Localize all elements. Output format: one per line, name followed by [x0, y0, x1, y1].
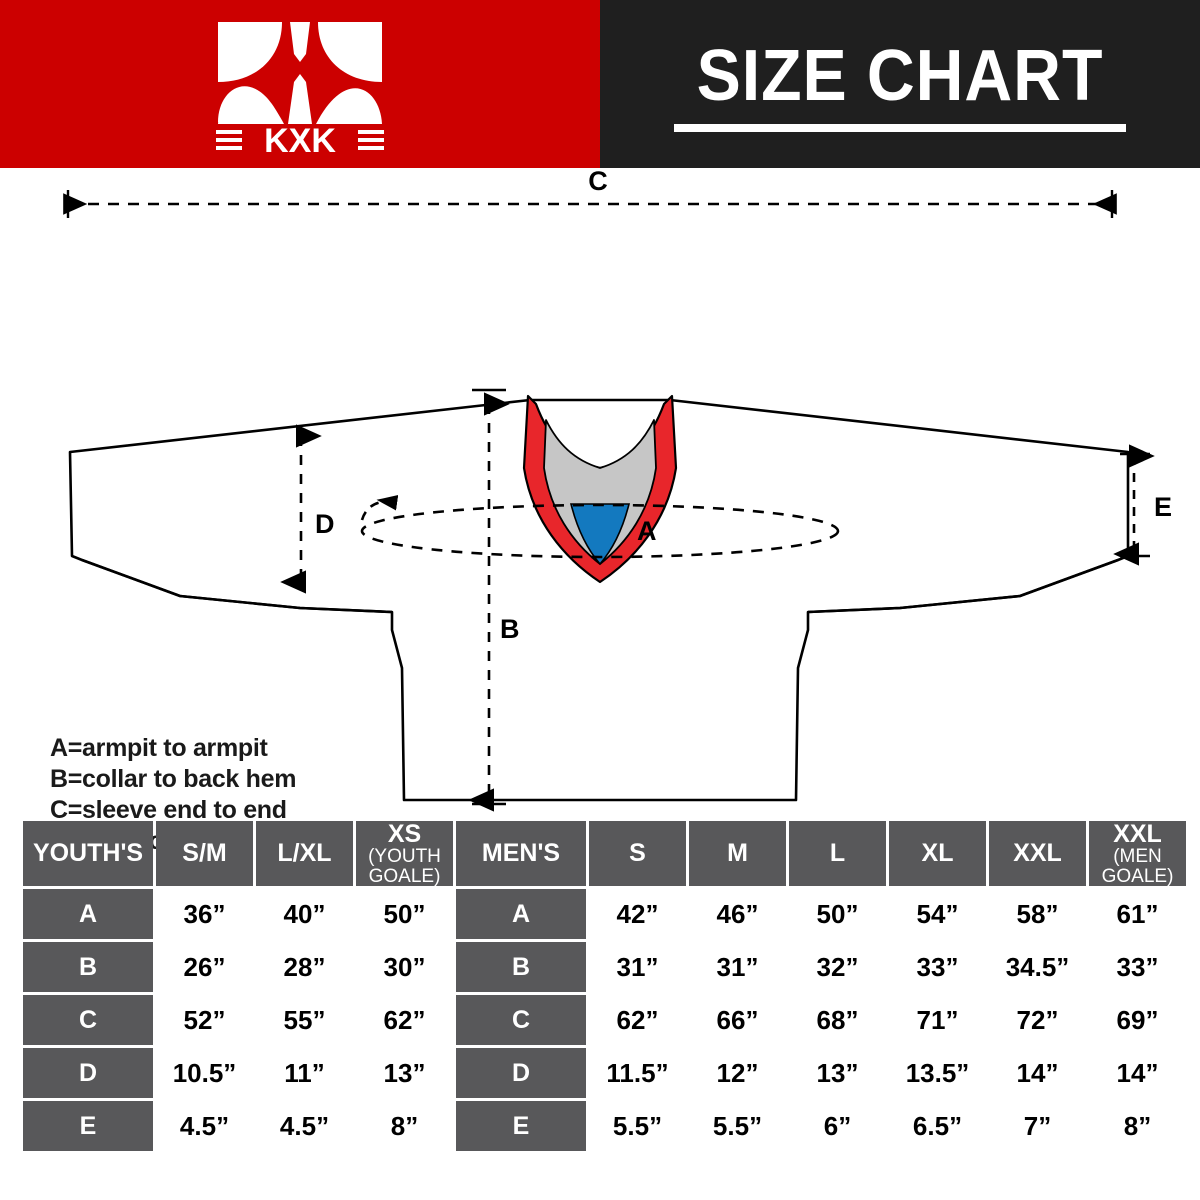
measurement-cell: 54” — [889, 889, 986, 939]
measurement-cell: 71” — [889, 995, 986, 1045]
jersey-diagram: C D — [0, 168, 1200, 886]
row-label-men-e: E — [456, 1101, 586, 1151]
size-table-container: YOUTH'S S/M L/XL XS (YOUTH GOALE) MEN'S S M L XL X… — [20, 818, 1186, 1163]
table-row: B 26” 28” 30” B 31” 31” 32” 33” 34.5” 33” — [23, 942, 1186, 992]
column-header-sublabel: (MEN GOALE) — [1101, 846, 1174, 887]
measurement-cell: 10.5” — [156, 1048, 253, 1098]
svg-text:KXK: KXK — [264, 122, 336, 154]
measurement-cell: 31” — [589, 942, 686, 992]
dimension-d: D — [280, 424, 335, 594]
measurement-cell: 13” — [356, 1048, 453, 1098]
table-row: C 52” 55” 62” C 62” 66” 68” 71” 72” 69” — [23, 995, 1186, 1045]
column-header-l: L — [789, 821, 886, 886]
measurement-cell: 4.5” — [256, 1101, 353, 1151]
measurement-cell: 11” — [256, 1048, 353, 1098]
column-header-xs: XS (YOUTH GOALE) — [356, 821, 453, 886]
measurement-cell: 28” — [256, 942, 353, 992]
measurement-cell: 62” — [356, 995, 453, 1045]
row-label-youth-c: C — [23, 995, 153, 1045]
dimension-a: A — [360, 495, 840, 559]
column-header-s: S — [589, 821, 686, 886]
dimension-c: C — [63, 168, 1117, 218]
measurement-cell: 69” — [1089, 995, 1186, 1045]
measurement-cell: 14” — [1089, 1048, 1186, 1098]
measurement-cell: 58” — [989, 889, 1086, 939]
svg-text:D: D — [315, 509, 335, 539]
page-header: KXK SIZE CHART — [0, 0, 1200, 168]
measurement-cell: 72” — [989, 995, 1086, 1045]
jersey-collar — [522, 394, 678, 584]
table-row: D 10.5” 11” 13” D 11.5” 12” 13” 13.5” 14” 14” — [23, 1048, 1186, 1098]
row-label-youth-a: A — [23, 889, 153, 939]
measurement-cell: 50” — [356, 889, 453, 939]
measurement-cell: 55” — [256, 995, 353, 1045]
row-label-men-b: B — [456, 942, 586, 992]
table-header-row: YOUTH'S S/M L/XL XS (YOUTH GOALE) MEN'S S M L XL X… — [23, 821, 1186, 886]
table-row: E 4.5” 4.5” 8” E 5.5” 5.5” 6” 6.5” 7” 8” — [23, 1101, 1186, 1151]
measurement-cell: 13” — [789, 1048, 886, 1098]
svg-text:B: B — [500, 614, 520, 644]
measurement-cell: 50” — [789, 889, 886, 939]
measurement-cell: 14” — [989, 1048, 1086, 1098]
table-row: A 36” 40” 50” A 42” 46” 50” 54” 58” 61” — [23, 889, 1186, 939]
column-header-xxl: XXL (MEN GOALE) — [1089, 821, 1186, 886]
measurement-cell: 30” — [356, 942, 453, 992]
measurement-cell: 31” — [689, 942, 786, 992]
row-label-youth-b: B — [23, 942, 153, 992]
measurement-cell: 7” — [989, 1101, 1086, 1151]
measurement-cell: 4.5” — [156, 1101, 253, 1151]
measurement-cell: 12” — [689, 1048, 786, 1098]
measurement-cell: 34.5” — [989, 942, 1086, 992]
measurement-cell: 61” — [1089, 889, 1186, 939]
svg-text:A: A — [637, 516, 657, 546]
measurement-cell: 5.5” — [589, 1101, 686, 1151]
row-label-men-a: A — [456, 889, 586, 939]
measurement-cell: 8” — [356, 1101, 453, 1151]
measurement-cell: 13.5” — [889, 1048, 986, 1098]
measurement-cell: 36” — [156, 889, 253, 939]
row-label-youth-d: D — [23, 1048, 153, 1098]
measurement-cell: 52” — [156, 995, 253, 1045]
title-underline — [674, 124, 1126, 132]
measurement-cell: 68” — [789, 995, 886, 1045]
measurement-cell: 6.5” — [889, 1101, 986, 1151]
row-label-youth-e: E — [23, 1101, 153, 1151]
title-panel: SIZE CHART — [600, 0, 1200, 168]
dimension-b: B — [468, 388, 520, 812]
column-header-xxl: XXL — [989, 821, 1086, 886]
measurement-cell: 32” — [789, 942, 886, 992]
page-title: SIZE CHART — [696, 36, 1104, 116]
measurement-cell: 5.5” — [689, 1101, 786, 1151]
measurement-cell: 42” — [589, 889, 686, 939]
measurement-cell: 11.5” — [589, 1048, 686, 1098]
measurement-cell: 40” — [256, 889, 353, 939]
svg-text:E: E — [1154, 492, 1172, 522]
measurement-cell: 66” — [689, 995, 786, 1045]
column-header-youth-s: YOUTH'S — [23, 821, 153, 886]
measurement-cell: 6” — [789, 1101, 886, 1151]
column-header-xl: XL — [889, 821, 986, 886]
measurement-cell: 62” — [589, 995, 686, 1045]
svg-text:C: C — [588, 168, 608, 196]
column-header-men-s: MEN'S — [456, 821, 586, 886]
measurement-cell: 33” — [1089, 942, 1186, 992]
row-label-men-d: D — [456, 1048, 586, 1098]
column-header-sublabel: (YOUTH GOALE) — [368, 846, 441, 887]
measurement-cell: 46” — [689, 889, 786, 939]
size-table: YOUTH'S S/M L/XL XS (YOUTH GOALE) MEN'S S M L XL X… — [20, 818, 1189, 1154]
kxk-hourglass-logo-icon: KXK — [210, 14, 390, 160]
measurement-cell: 33” — [889, 942, 986, 992]
measurement-cell: 26” — [156, 942, 253, 992]
column-header-l-xl: L/XL — [256, 821, 353, 886]
row-label-men-c: C — [456, 995, 586, 1045]
brand-panel: KXK — [0, 0, 600, 168]
dimension-e: E — [1113, 444, 1172, 566]
measurement-cell: 8” — [1089, 1101, 1186, 1151]
column-header-m: M — [689, 821, 786, 886]
column-header-s-m: S/M — [156, 821, 253, 886]
